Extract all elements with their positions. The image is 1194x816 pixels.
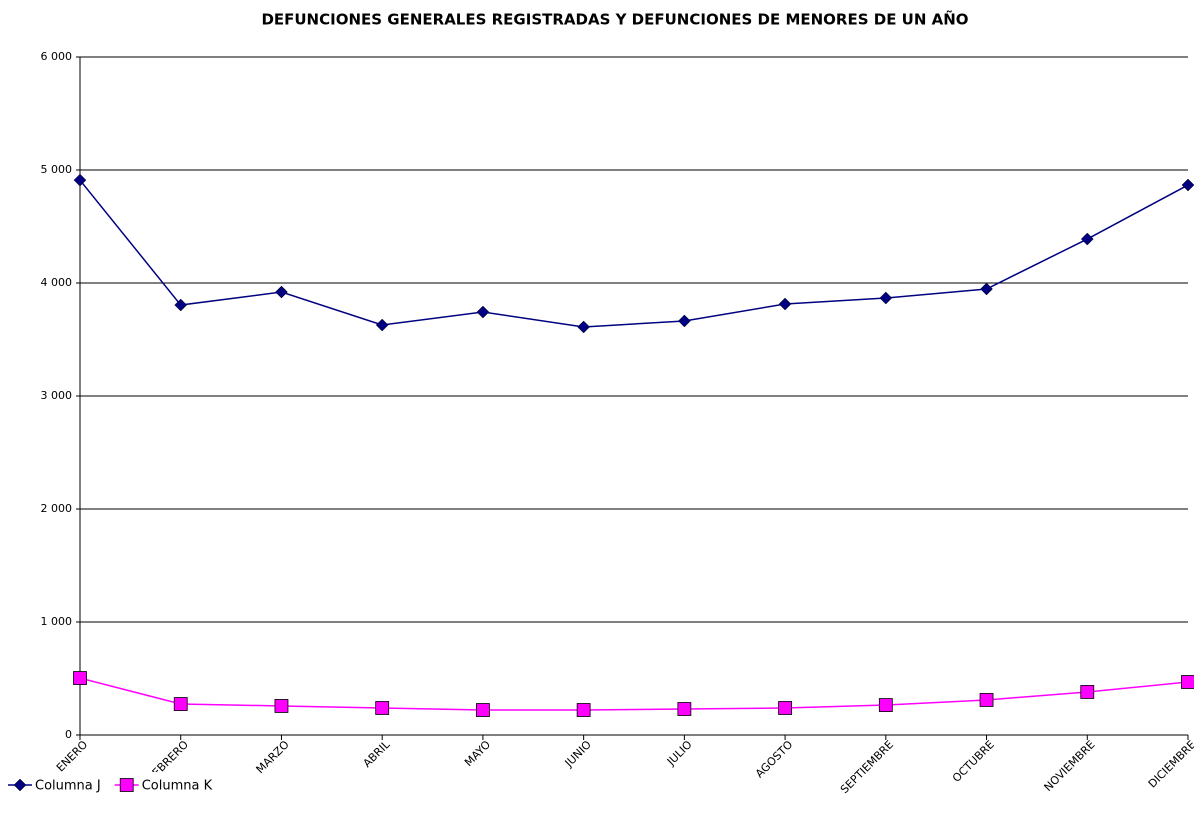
y-tick-label: 4 000 — [41, 276, 73, 289]
legend-label: Columna J — [35, 779, 101, 794]
point — [476, 305, 490, 319]
series-line — [79, 677, 1189, 711]
x-tick-label: JUNIO — [562, 738, 594, 770]
point — [879, 291, 893, 305]
point — [275, 285, 288, 299]
point — [979, 693, 994, 707]
point — [173, 697, 188, 711]
x-tick-label: AGOSTO — [753, 738, 796, 781]
point — [476, 703, 490, 717]
series-line — [79, 179, 1189, 328]
y-tick-label: 2 000 — [41, 502, 73, 515]
x-tick-label: OCTUBRE — [950, 738, 997, 785]
y-tick-label: 6 000 — [41, 50, 73, 63]
y-tick-label: 0 — [65, 728, 72, 741]
point — [1181, 675, 1194, 689]
chart-title: DEFUNCIONES GENERALES REGISTRADAS Y DEFU… — [261, 10, 968, 29]
x-tick-label: ENERO — [54, 738, 91, 775]
point — [375, 318, 389, 332]
x-tick-label: MAYO — [462, 738, 493, 769]
y-tick-label: 3 000 — [41, 389, 73, 402]
x-tick-label: SEPTIEMBRE — [838, 738, 896, 796]
legend-marker — [119, 778, 134, 792]
x-tick-label: DICIEMBRE — [1146, 738, 1194, 791]
legend-label: Columna K — [142, 779, 213, 794]
point — [778, 297, 792, 311]
x-tick-label: JULIO — [664, 738, 695, 769]
y-tick-label: 5 000 — [41, 163, 73, 176]
point — [1080, 232, 1094, 246]
y-tick-label: 1 000 — [41, 615, 73, 628]
point — [73, 671, 87, 685]
x-tick-label: ABRIL — [361, 737, 393, 769]
point — [274, 699, 289, 713]
legend-marker — [13, 778, 27, 792]
point — [73, 173, 87, 187]
point — [1181, 178, 1194, 192]
x-tick-label: MARZO — [254, 738, 292, 776]
point — [778, 701, 792, 715]
legend: Columna J Columna K — [0, 772, 236, 798]
point — [174, 298, 188, 312]
point — [980, 282, 993, 296]
point — [577, 320, 590, 334]
point — [375, 701, 390, 715]
point — [678, 314, 691, 328]
point — [576, 703, 591, 717]
point — [677, 702, 692, 716]
point — [1080, 685, 1095, 699]
point — [878, 698, 893, 712]
x-tick-label: NOVIEMBRE — [1042, 738, 1098, 794]
